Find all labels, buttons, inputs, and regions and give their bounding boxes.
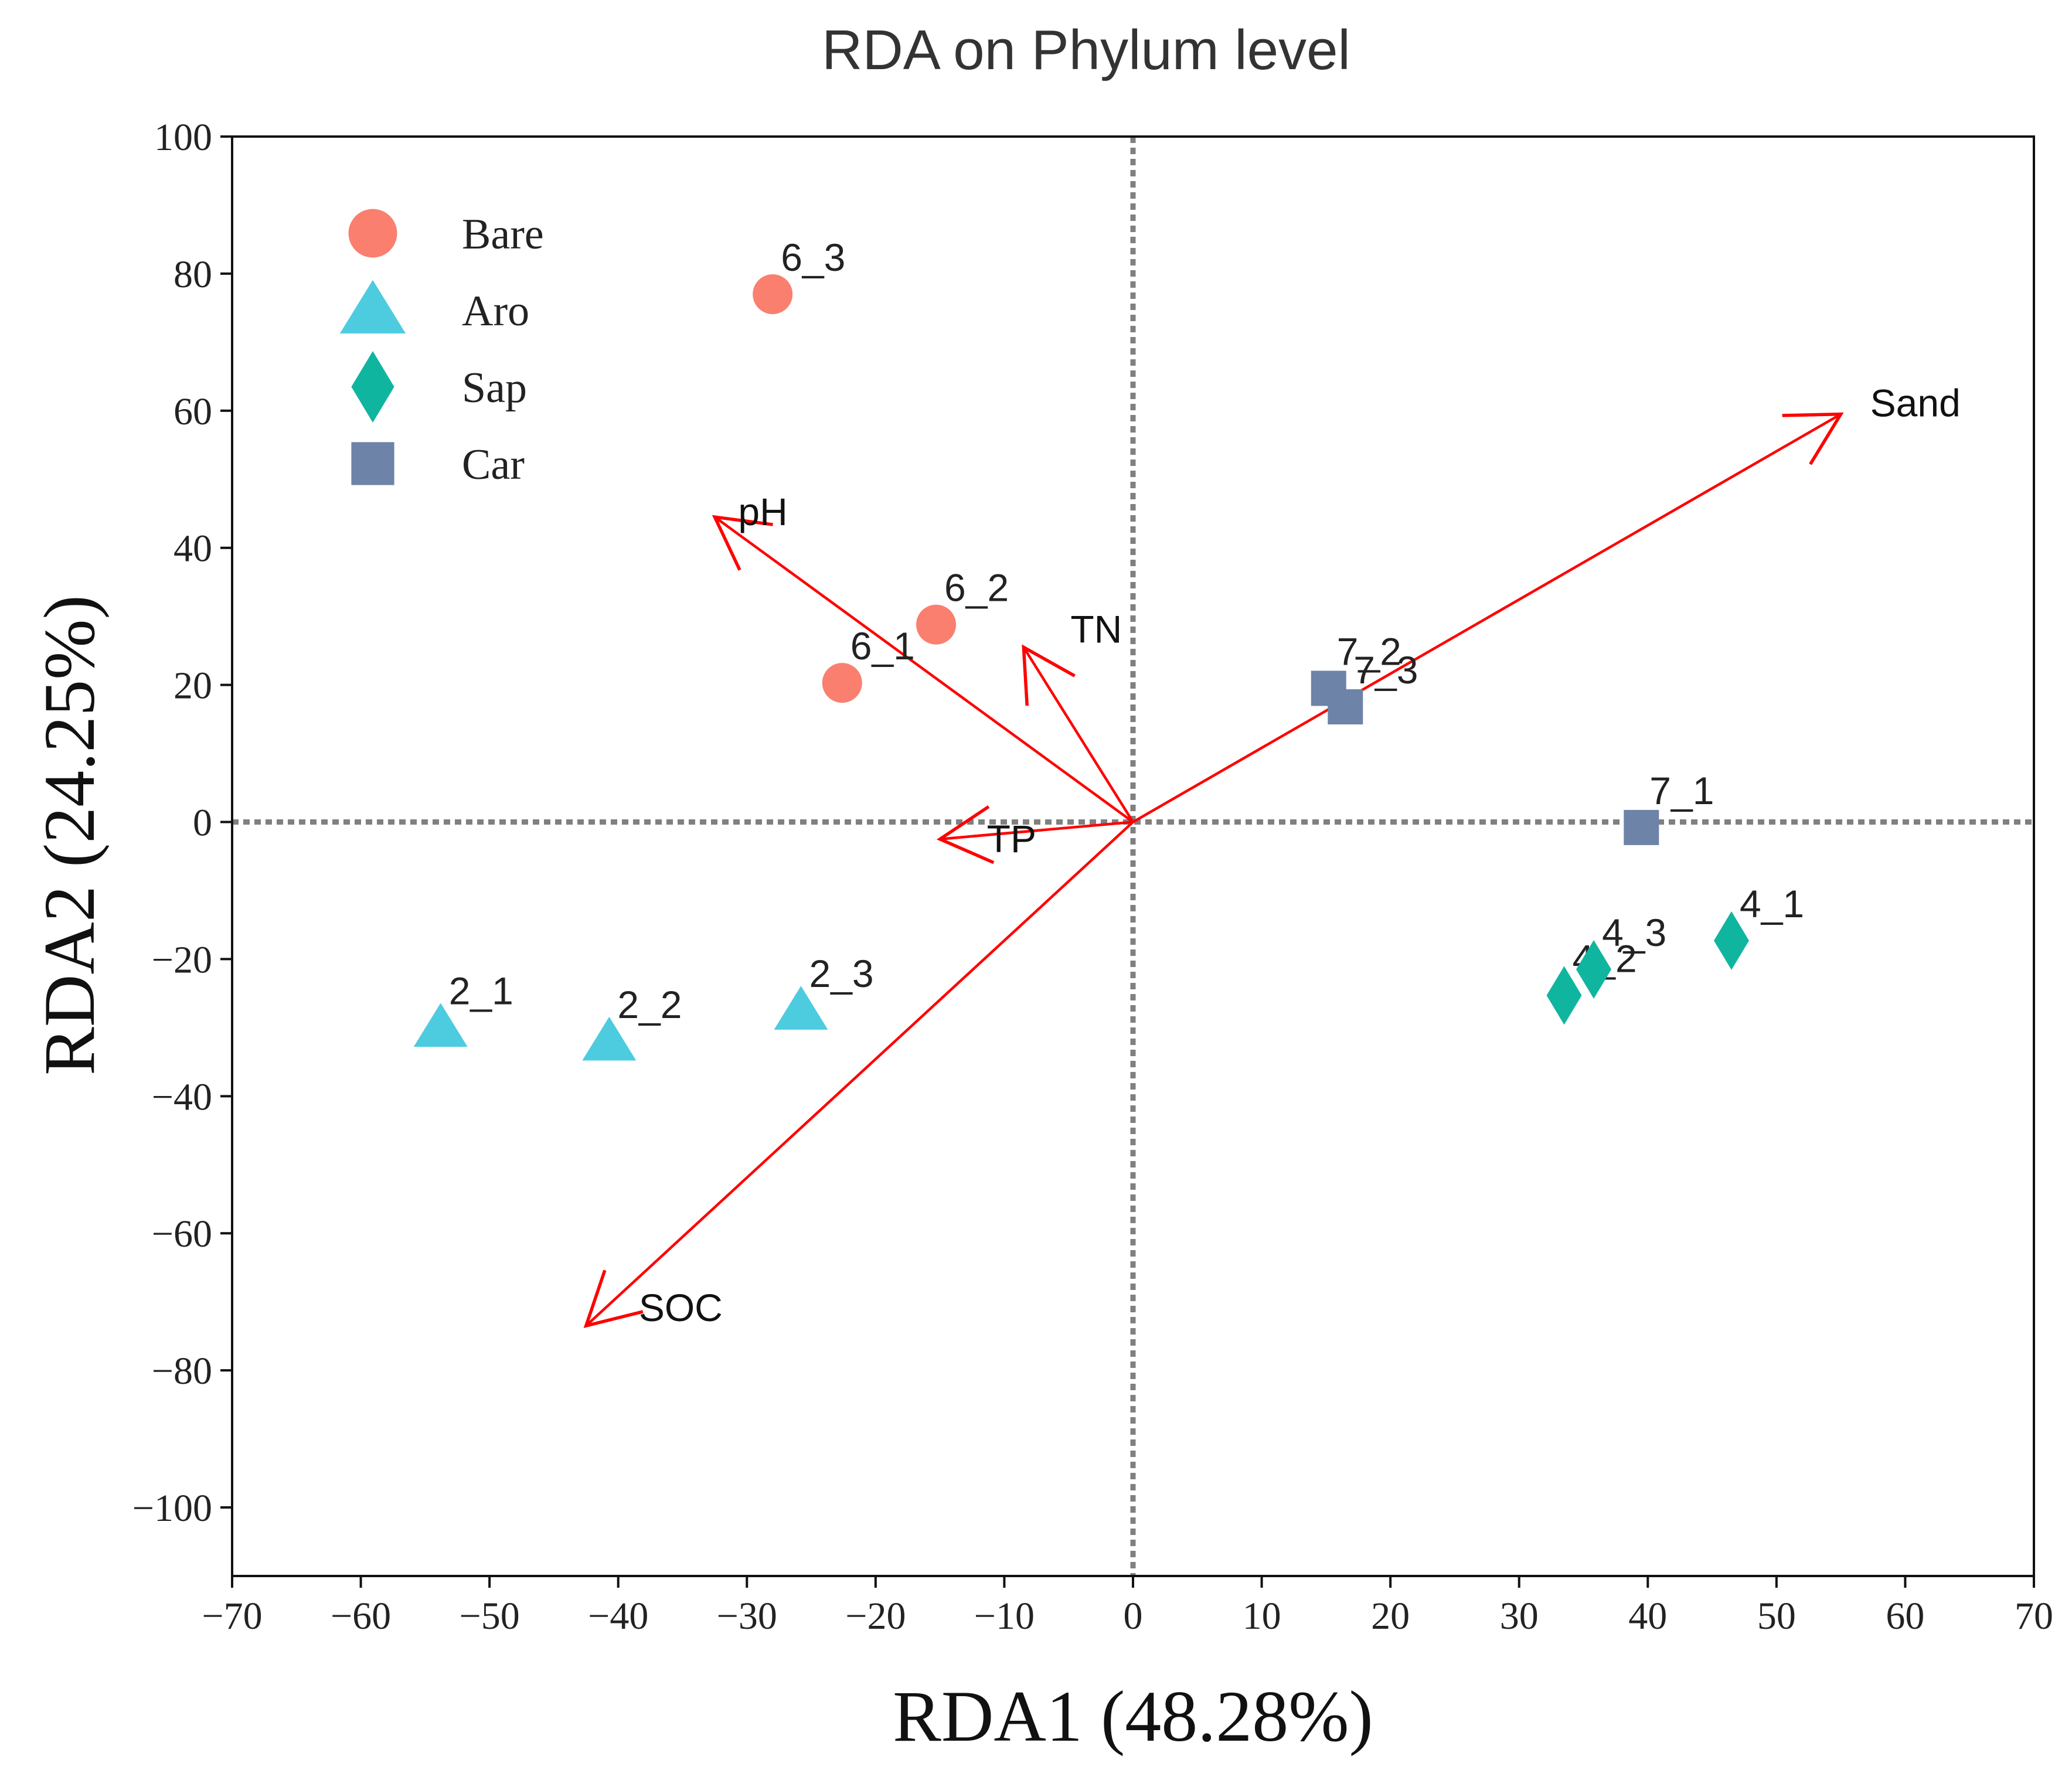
arrow-shaft — [940, 821, 1134, 841]
legend-marker-car — [351, 442, 394, 485]
bare-point — [822, 663, 862, 703]
point-label-2_3: 2_3 — [809, 952, 874, 995]
arrow-label-tp: TP — [987, 817, 1036, 860]
x-tick-label: −30 — [717, 1595, 777, 1638]
x-tick-label: 60 — [1886, 1595, 1924, 1638]
legend: Bare Aro Sap Car — [339, 209, 544, 489]
y-tick-label: −20 — [152, 938, 212, 981]
point-label-2_2: 2_2 — [617, 983, 682, 1026]
legend-label-car: Car — [462, 441, 525, 489]
x-axis: −70 −60 −50 −40 −30 −20 −10 0 10 20 30 40 50 60 70 — [202, 1576, 2053, 1638]
y-tick-label: 40 — [173, 527, 212, 570]
legend-label-sap: Sap — [462, 364, 527, 412]
x-tick-label: −20 — [845, 1595, 906, 1638]
legend-label-aro: Aro — [462, 287, 529, 335]
x-tick-label: 50 — [1757, 1595, 1796, 1638]
x-tick-label: 0 — [1124, 1595, 1143, 1638]
y-axis: −100 −80 −60 −40 −20 0 20 40 60 80 100 — [132, 116, 232, 1530]
x-tick-label: 30 — [1500, 1595, 1539, 1638]
point-label-7_3: 7_3 — [1353, 648, 1418, 692]
arrow-shaft — [1132, 413, 1842, 823]
point-label-6_1: 6_1 — [850, 624, 915, 668]
car-point — [1624, 809, 1659, 845]
x-axis-label: RDA1 (48.28%) — [893, 1676, 1373, 1757]
y-axis-label: RDA2 (24.25%) — [29, 595, 110, 1075]
y-tick-label: −80 — [152, 1350, 212, 1393]
arrow-head — [1022, 644, 1076, 706]
x-tick-label: 70 — [2015, 1595, 2053, 1638]
x-tick-label: 10 — [1243, 1595, 1281, 1638]
y-tick-label: 80 — [173, 253, 212, 296]
point-label-6_3: 6_3 — [781, 236, 845, 279]
x-tick-label: −50 — [460, 1595, 520, 1638]
chart-title: RDA on Phylum level — [822, 19, 1350, 81]
arrow-head — [1782, 412, 1844, 465]
sap-point — [1576, 940, 1612, 999]
legend-label-bare: Bare — [462, 210, 544, 258]
point-label-2_1: 2_1 — [449, 969, 513, 1012]
aro-point — [774, 986, 828, 1030]
legend-marker-bare — [348, 209, 397, 258]
x-tick-label: −40 — [588, 1595, 648, 1638]
x-tick-label: 40 — [1628, 1595, 1667, 1638]
bare-point — [916, 604, 957, 645]
point-label-4_3: 4_3 — [1602, 911, 1666, 954]
arrow-label-soc: SOC — [639, 1286, 723, 1329]
y-tick-label: 100 — [154, 116, 212, 159]
sap-point — [1546, 966, 1582, 1025]
x-tick-label: −10 — [974, 1595, 1035, 1638]
reference-lines — [232, 137, 2034, 1576]
bare-point — [753, 274, 793, 314]
y-tick-label: 60 — [173, 390, 212, 433]
aro-point — [582, 1016, 637, 1061]
y-tick-label: −60 — [152, 1213, 212, 1255]
arrow-label-ph: pH — [738, 490, 787, 533]
aro-point — [413, 1003, 468, 1047]
point-label-7_2: 7_2 — [1337, 629, 1401, 673]
arrow-shaft — [585, 821, 1134, 1327]
y-tick-label: −40 — [152, 1075, 212, 1118]
legend-marker-aro — [339, 280, 406, 333]
arrow-head — [712, 515, 773, 571]
sap-point — [1714, 911, 1750, 970]
point-label-6_2: 6_2 — [944, 566, 1009, 610]
x-tick-label: −60 — [331, 1595, 391, 1638]
arrow-label-tn: TN — [1070, 607, 1122, 651]
x-tick-label: −70 — [202, 1595, 262, 1638]
x-tick-label: 20 — [1371, 1595, 1410, 1638]
y-tick-label: −100 — [132, 1487, 212, 1530]
point-label-4_1: 4_1 — [1740, 882, 1804, 925]
y-tick-label: 0 — [193, 802, 212, 845]
environmental-arrows: Sand pH TN TP SOC — [583, 382, 1961, 1329]
arrow-head — [583, 1269, 644, 1329]
legend-marker-sap — [351, 351, 394, 423]
point-label-7_1: 7_1 — [1649, 769, 1714, 812]
arrow-head — [936, 805, 995, 864]
car-point — [1328, 689, 1363, 725]
y-tick-label: 20 — [173, 665, 212, 707]
arrow-label-sand: Sand — [1870, 382, 1961, 425]
arrow-shaft — [714, 516, 1134, 823]
sample-points: 6_36_26_12_12_22_34_14_24_37_27_37_1 — [413, 236, 1804, 1061]
arrow-shaft — [1022, 646, 1134, 823]
